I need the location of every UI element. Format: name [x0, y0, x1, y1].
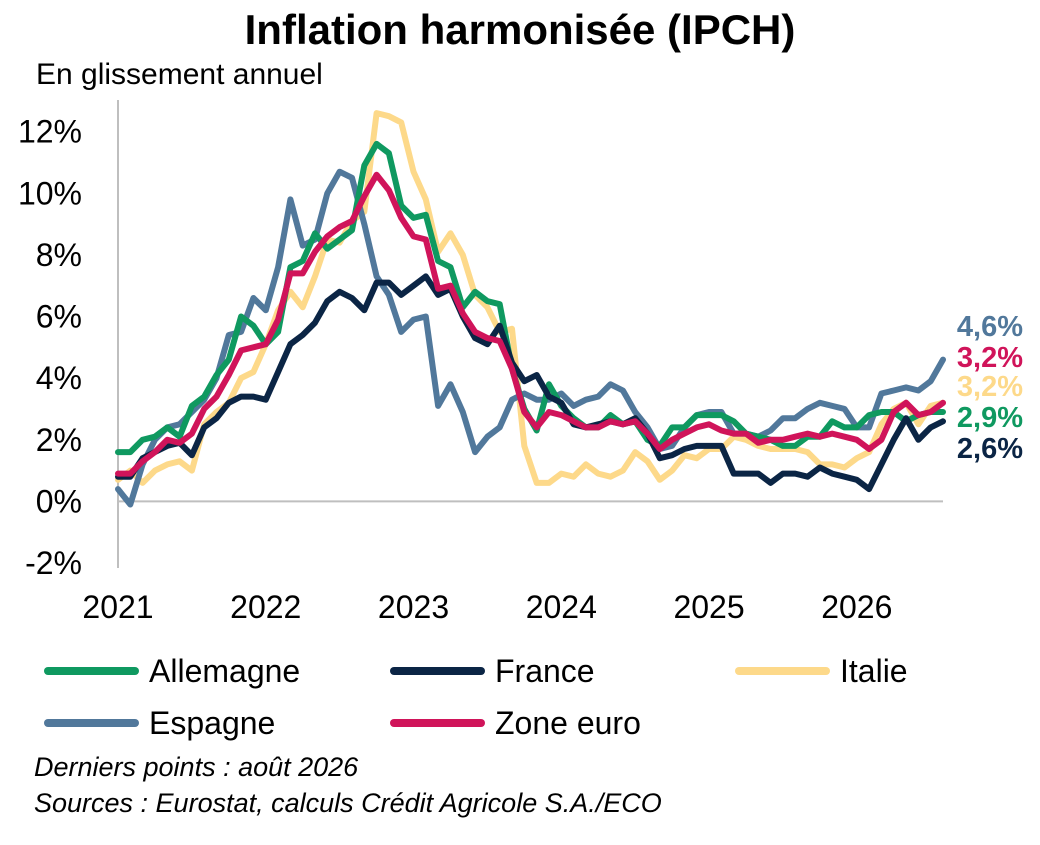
end-value-label: 2,9% — [957, 402, 1023, 434]
series-line-italie — [115, 110, 946, 486]
x-tick-label: 2022 — [230, 589, 301, 625]
y-tick-label: 12% — [18, 114, 82, 150]
legend-label-zone-euro: Zone euro — [495, 704, 641, 741]
legend-swatch-allemagne — [44, 667, 139, 675]
y-tick-label: 4% — [36, 360, 82, 396]
y-tick-label: 10% — [18, 175, 82, 211]
end-value-label: 2,6% — [957, 433, 1023, 465]
footnote-sources: Sources : Eurostat, calculs Crédit Agric… — [34, 788, 662, 818]
legend-label-italie: Italie — [840, 652, 908, 689]
x-tick-label: 2023 — [378, 589, 449, 625]
end-value-label: 3,2% — [957, 371, 1023, 403]
legend-swatch-zone-euro — [390, 719, 485, 727]
x-tick-label: 2024 — [526, 589, 597, 625]
y-tick-label: 0% — [36, 483, 82, 519]
legend-item-allemagne: Allemagne — [44, 651, 300, 691]
series-line-espagne — [115, 168, 946, 508]
legend-swatch-espagne — [44, 719, 139, 727]
y-tick-label: -2% — [25, 545, 82, 581]
legend-item-france: France — [390, 651, 595, 691]
x-tick-label: 2021 — [82, 589, 153, 625]
footnote-last-points: Derniers points : août 2026 — [34, 752, 359, 782]
series-line-zone-euro — [115, 171, 946, 477]
y-tick-label: 6% — [36, 299, 82, 335]
legend-label-espagne: Espagne — [149, 704, 276, 741]
y-tick-label: 2% — [36, 422, 82, 458]
chart-subtitle: En glissement annuel — [36, 58, 323, 91]
x-tick-label: 2026 — [821, 589, 892, 625]
legend-item-zone-euro: Zone euro — [390, 703, 641, 743]
legend-item-espagne: Espagne — [44, 703, 275, 743]
legend-label-allemagne: Allemagne — [149, 652, 301, 689]
y-tick-label: 8% — [36, 237, 82, 273]
series-line-france — [115, 273, 946, 493]
legend-swatch-italie — [735, 667, 830, 675]
x-tick-label: 2025 — [673, 589, 744, 625]
end-value-label: 4,6% — [957, 311, 1023, 343]
legend-swatch-france — [390, 667, 485, 675]
end-value-label: 3,2% — [957, 342, 1023, 374]
legend-item-italie: Italie — [735, 651, 908, 691]
line-chart: 12% 10% 8% 6% 4% 2% 0% -2%2021 2022 2023 2024 2025 2… — [18, 100, 1023, 625]
chart-title: Inflation harmonisée (IPCH) — [244, 6, 796, 53]
legend-label-france: France — [495, 652, 595, 689]
